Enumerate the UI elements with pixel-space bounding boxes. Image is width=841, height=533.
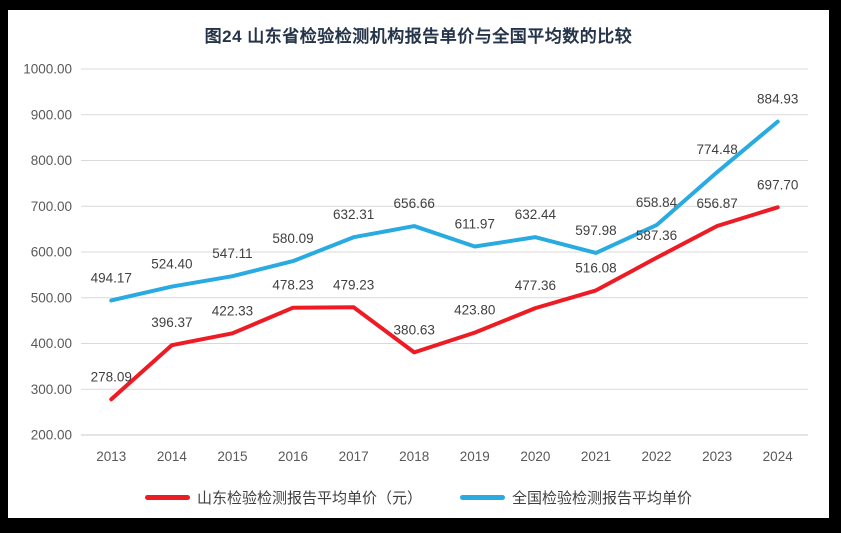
data-label: 547.11 — [212, 246, 252, 261]
x-tick-label: 2021 — [581, 449, 611, 464]
data-label: 516.08 — [575, 260, 616, 275]
x-tick-label: 2015 — [217, 449, 247, 464]
data-label: 587.36 — [636, 228, 677, 243]
x-tick-label: 2024 — [763, 449, 794, 464]
legend-line-swatch — [460, 495, 505, 500]
legend-item: 山东检验检测报告平均单价（元） — [144, 487, 422, 508]
data-label: 632.31 — [333, 207, 374, 222]
data-label: 774.48 — [696, 142, 737, 157]
data-label: 479.23 — [333, 277, 374, 292]
x-tick-label: 2018 — [399, 449, 429, 464]
legend-label: 全国检验检测报告平均单价 — [512, 490, 693, 507]
data-label: 632.44 — [515, 207, 557, 222]
data-label: 611.97 — [455, 217, 495, 232]
y-tick-label: 600.00 — [31, 245, 72, 260]
data-label: 477.36 — [515, 278, 556, 293]
data-label: 278.09 — [91, 369, 132, 384]
x-tick-label: 2019 — [460, 449, 490, 464]
x-tick-label: 2017 — [339, 449, 369, 464]
y-tick-label: 200.00 — [31, 428, 72, 443]
chart-card: 200.00 300.00 400.00 500.00 600.00 700.00 800.… — [8, 10, 829, 518]
data-label: 478.23 — [272, 278, 313, 293]
data-label: 597.98 — [575, 223, 616, 238]
data-label: 884.93 — [757, 92, 798, 107]
y-tick-label: 500.00 — [31, 290, 72, 305]
x-tick-label: 2023 — [702, 449, 732, 464]
x-tick-label: 2016 — [278, 449, 308, 464]
legend-label: 山东检验检测报告平均单价（元） — [196, 490, 422, 507]
chart-title: 图24 山东省检验检测机构报告单价与全国平均数的比较 — [204, 27, 633, 46]
data-label: 380.63 — [394, 322, 435, 337]
data-label: 524.40 — [151, 257, 192, 272]
x-tick-label: 2022 — [642, 449, 672, 464]
y-tick-label: 1000.00 — [23, 62, 72, 77]
series-line-0 — [109, 205, 780, 402]
y-tick-label: 400.00 — [31, 336, 72, 351]
line-chart-canvas: 200.00 300.00 400.00 500.00 600.00 700.00 800.… — [23, 62, 808, 464]
data-label: 656.66 — [394, 196, 435, 211]
data-label: 656.87 — [696, 196, 737, 211]
y-tick-label: 300.00 — [31, 382, 72, 397]
y-tick-label: 800.00 — [31, 153, 72, 168]
data-label: 580.09 — [272, 231, 313, 246]
data-label: 494.17 — [91, 270, 132, 285]
y-tick-label: 900.00 — [31, 107, 72, 122]
chart-legend: 山东检验检测报告平均单价（元） 全国检验检测报告平均单价 — [8, 487, 829, 508]
data-label: 658.84 — [636, 195, 678, 210]
x-tick-label: 2014 — [157, 449, 188, 464]
series-line-1 — [109, 119, 780, 303]
data-label: 396.37 — [151, 315, 192, 330]
x-tick-label: 2013 — [96, 449, 126, 464]
data-label: 423.80 — [454, 303, 495, 318]
y-tick-label: 700.00 — [31, 199, 72, 214]
data-label: 422.33 — [212, 303, 253, 318]
x-tick-label: 2020 — [520, 449, 550, 464]
legend-item: 全国检验检测报告平均单价 — [460, 487, 692, 508]
data-label: 697.70 — [757, 177, 798, 192]
legend-line-swatch — [144, 495, 190, 500]
